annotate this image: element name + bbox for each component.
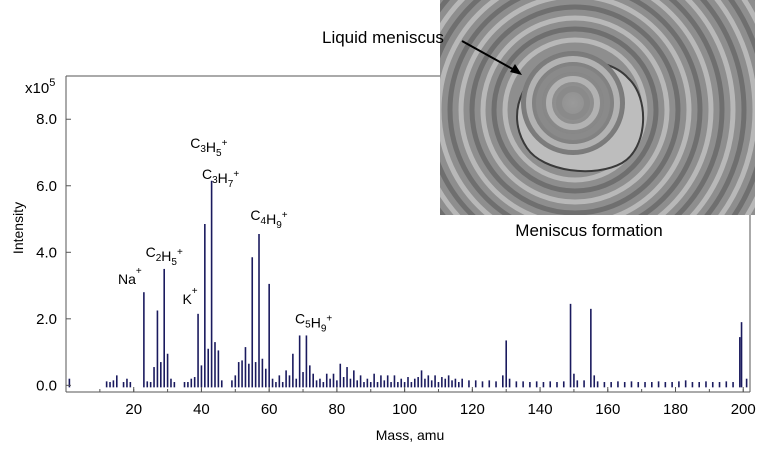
x-tick-label-2: 60 (261, 401, 278, 418)
y-tick-label-2: 4.0 (36, 244, 57, 261)
meniscus-micrograph (440, 0, 755, 215)
ring (458, 0, 692, 215)
liquid-meniscus-label: Liquid meniscus (322, 28, 444, 47)
spectrum-bars (68, 180, 748, 388)
x-tick-label-5: 120 (460, 401, 485, 418)
peak-label-c2h5: C2H5+ (146, 244, 183, 268)
x-axis-title: Mass, amu (376, 427, 444, 443)
ring (440, 0, 725, 215)
ring (502, 37, 648, 183)
peak-label-c5h9: C5H9+ (295, 310, 332, 334)
y-multiplier: x105 (25, 77, 55, 97)
interference-rings (440, 0, 755, 215)
x-tick-label-8: 180 (663, 401, 688, 418)
ring (469, 4, 681, 215)
core-ring (556, 86, 590, 120)
peak-label-c3h7: C3H7+ (202, 166, 239, 190)
peak-label-k: K+ (182, 286, 197, 307)
ring (440, 0, 736, 215)
y-tick-label-3: 6.0 (36, 178, 57, 195)
peak-label-na: Na+ (118, 266, 142, 287)
x-tick-label-4: 100 (392, 401, 417, 418)
y-tick-label-0: 0.0 (36, 377, 57, 394)
x-tick-label-6: 140 (528, 401, 553, 418)
meniscus-formation-caption: Meniscus formation (515, 221, 662, 240)
y-axis-title: Intensity (10, 202, 26, 254)
ring (440, 0, 747, 215)
ring (440, 0, 714, 215)
core-rings (526, 56, 620, 150)
ring (491, 26, 659, 194)
ring (447, 0, 703, 215)
peak-annotations: Na+C2H5+ K+ C3H5+ C3H7+ C4H9+ C5H9+ (118, 135, 332, 335)
x-tick-label-1: 40 (193, 401, 210, 418)
y-tick-label-1: 2.0 (36, 311, 57, 328)
peak-label-c4h9: C4H9+ (250, 207, 287, 231)
x-axis-ticks: 20 40 60 80 100 120 140 160 180 200 (99, 387, 756, 418)
core-ring (526, 56, 620, 150)
x-tick-label-0: 20 (125, 401, 142, 418)
x-tick-label-9: 200 (731, 401, 756, 418)
pointer-arrowhead (510, 64, 522, 75)
y-tick-label-4: 8.0 (36, 111, 57, 128)
core-ring (536, 66, 610, 140)
peak-label-c3h5: C3H5+ (190, 135, 227, 159)
ring (480, 15, 670, 205)
x-tick-label-3: 80 (329, 401, 346, 418)
y-axis-ticks: 0.0 2.0 4.0 6.0 8.0 (36, 111, 71, 394)
x-tick-label-7: 160 (595, 401, 620, 418)
pointer-arrow-line (461, 40, 519, 73)
core-ring (546, 76, 600, 130)
